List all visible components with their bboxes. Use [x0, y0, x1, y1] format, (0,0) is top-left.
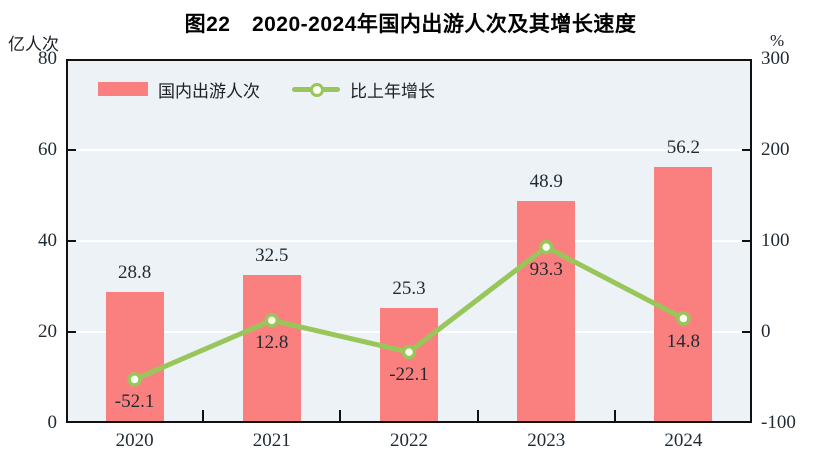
- bar-value-label: 56.2: [666, 137, 701, 159]
- right-axis-tick: [742, 240, 750, 242]
- bar-2023: [517, 200, 576, 421]
- right-axis-tick: [742, 149, 750, 151]
- right-axis-tick-label: 100: [761, 230, 790, 251]
- x-axis-label: 2022: [390, 430, 428, 451]
- line-value-label: -22.1: [389, 364, 429, 386]
- left-axis-tick-label: 0: [47, 412, 58, 433]
- chart-title: 图22 2020-2024年国内出游人次及其增长速度: [184, 13, 637, 36]
- right-axis-tick-label: 0: [761, 321, 771, 342]
- line-value-label: -52.1: [114, 391, 155, 413]
- line-value-label: 12.8: [255, 332, 289, 354]
- bar-value-label: 25.3: [392, 277, 426, 299]
- right-axis-tick-label: 300: [761, 48, 790, 69]
- x-axis-label: 2021: [252, 430, 291, 451]
- left-axis-tick: [68, 149, 76, 151]
- x-axis-tick: [613, 410, 616, 421]
- legend-line-marker-icon: [310, 83, 324, 97]
- right-axis-unit: %: [770, 31, 785, 50]
- bar-value-label: 28.8: [117, 261, 152, 283]
- right-axis-tick-label: 200: [761, 139, 790, 160]
- x-axis-label: 2023: [527, 430, 566, 451]
- legend-bar-swatch: [98, 82, 148, 96]
- legend-line-label: 比上年增长: [350, 81, 435, 101]
- bar-value-label: 48.9: [529, 170, 563, 192]
- x-axis-tick: [339, 410, 342, 421]
- x-axis-label: 2020: [115, 430, 154, 451]
- line-value-label: 93.3: [529, 259, 563, 281]
- left-axis-tick-label: 80: [38, 48, 57, 69]
- left-axis-tick-label: 60: [38, 139, 57, 160]
- bar-value-label: 32.5: [255, 245, 289, 267]
- left-axis-tick: [68, 331, 76, 333]
- gridline: [68, 240, 750, 242]
- bar-2024: [654, 167, 713, 421]
- left-axis-unit: 亿人次: [8, 35, 59, 54]
- x-axis-tick: [476, 410, 479, 421]
- x-axis-tick: [202, 410, 205, 421]
- x-axis-label: 2024: [664, 430, 703, 451]
- left-axis-tick-label: 40: [38, 230, 57, 251]
- left-axis-tick: [68, 240, 76, 242]
- line-value-label: 14.8: [666, 330, 701, 352]
- legend-bar-label: 国内出游人次: [158, 81, 260, 101]
- right-axis-tick-label: -100: [761, 412, 796, 433]
- gridline: [68, 149, 750, 151]
- right-axis-tick: [742, 331, 750, 333]
- legend-line-swatch: [292, 82, 340, 97]
- left-axis-tick-label: 20: [38, 321, 57, 342]
- legend: 国内出游人次 比上年增长: [98, 79, 435, 101]
